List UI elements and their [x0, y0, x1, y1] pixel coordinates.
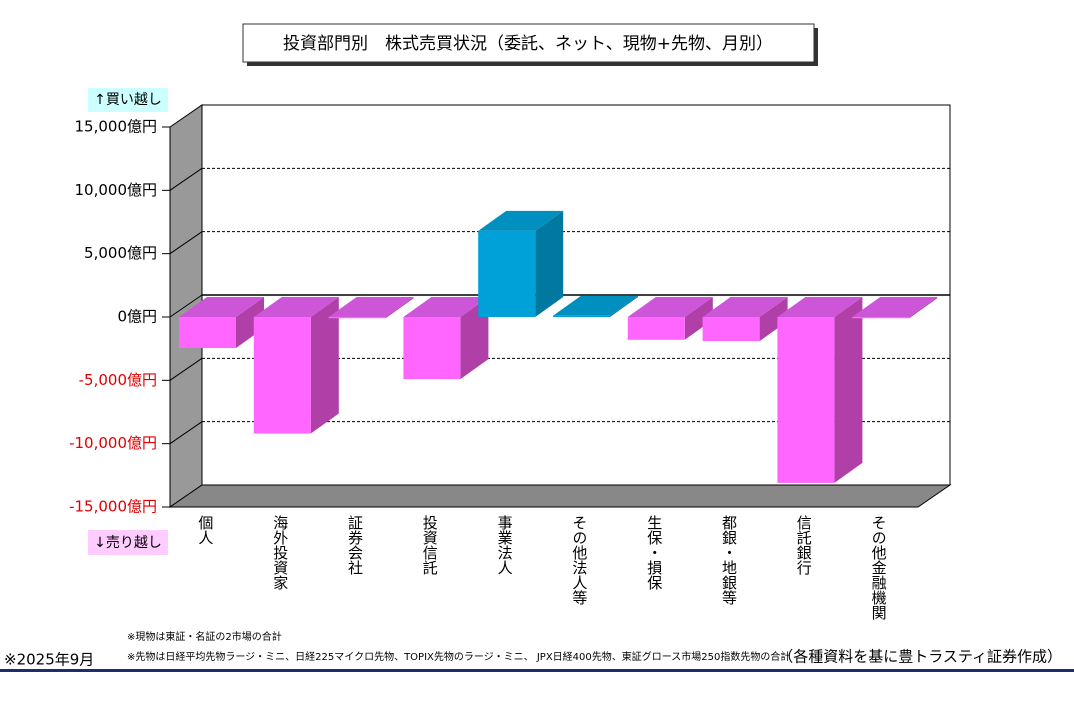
bar-side: [834, 297, 863, 483]
note: ※現物は東証・名証の2市場の合計: [127, 630, 282, 643]
grid-side: [169, 357, 203, 381]
bar: [702, 317, 760, 342]
bar-top: [702, 297, 788, 317]
sell-label: ↓売り越し: [94, 535, 162, 551]
date: ※2025年9月: [4, 651, 94, 669]
bar-side: [460, 297, 489, 380]
x-tick-label: 個人: [196, 515, 214, 545]
bar: [403, 317, 461, 380]
bar-side: [610, 295, 638, 317]
x-tick-label: 生保・損保: [645, 515, 663, 590]
x-tick-label: 信託銀行: [795, 515, 813, 576]
y-tick-label: 0億円: [117, 308, 157, 326]
bar-side: [684, 297, 713, 340]
bar-top: [852, 297, 938, 317]
bar-side: [535, 210, 564, 317]
bar-side: [909, 297, 938, 319]
x-tick-label: 海外投資家: [271, 515, 289, 590]
bar-side: [759, 297, 788, 342]
buy-box: [88, 88, 168, 112]
bar: [777, 317, 835, 483]
bar-top: [253, 297, 339, 317]
grid-side: [169, 294, 203, 318]
x-tick-label: 事業法人: [496, 515, 514, 575]
bar-top: [328, 297, 414, 317]
grid-side: [169, 231, 203, 255]
note: ※先物は日経平均先物ラージ・ミニ、日経225マイクロ先物、TOPIX先物のラージ…: [127, 650, 790, 663]
bar-top: [553, 295, 638, 316]
bar-top: [777, 297, 863, 317]
bar: [852, 317, 910, 319]
x-tick-label: その他法人等: [570, 515, 588, 605]
y-tick-label: -5,000億円: [79, 371, 157, 389]
chart-title: 投資部門別 株式売買状況（委託、ネット、現物+先物、月別）: [283, 34, 773, 54]
bar-side: [236, 297, 264, 349]
y-tick-label: 10,000億円: [75, 181, 158, 199]
x-tick-label: 投資信託: [421, 515, 439, 575]
y-tick-label: 5,000億円: [84, 244, 157, 262]
bar-top: [179, 297, 264, 317]
bar: [179, 317, 236, 349]
bar-side: [310, 297, 339, 434]
x-tick-label: 都銀・地銀等: [720, 515, 738, 605]
footer-line: [0, 669, 1074, 672]
sell-box: [88, 530, 168, 555]
bar-side: [385, 297, 414, 319]
bar-top: [627, 297, 713, 317]
y-tick-label: 15,000億円: [75, 118, 158, 136]
grid-side: [169, 421, 203, 445]
bar: [328, 317, 386, 319]
x-tick-label: 証券会社: [346, 515, 364, 575]
floor: [168, 484, 952, 508]
bar: [253, 317, 311, 434]
grid-side: [169, 167, 203, 191]
source: （各種資料を基に豊トラスティ証券作成）: [778, 648, 1062, 666]
bar-top: [478, 210, 564, 231]
y-tick-label: -10,000億円: [69, 434, 157, 452]
bar: [627, 317, 685, 340]
title-box: [242, 23, 815, 63]
y-tick-label: -15,000億円: [69, 498, 157, 516]
bar: [478, 230, 536, 317]
bar: [553, 315, 610, 317]
bar-top: [403, 297, 489, 317]
buy-label: ↑買い越し: [94, 92, 162, 108]
x-tick-label: その他金融機関: [870, 515, 888, 621]
